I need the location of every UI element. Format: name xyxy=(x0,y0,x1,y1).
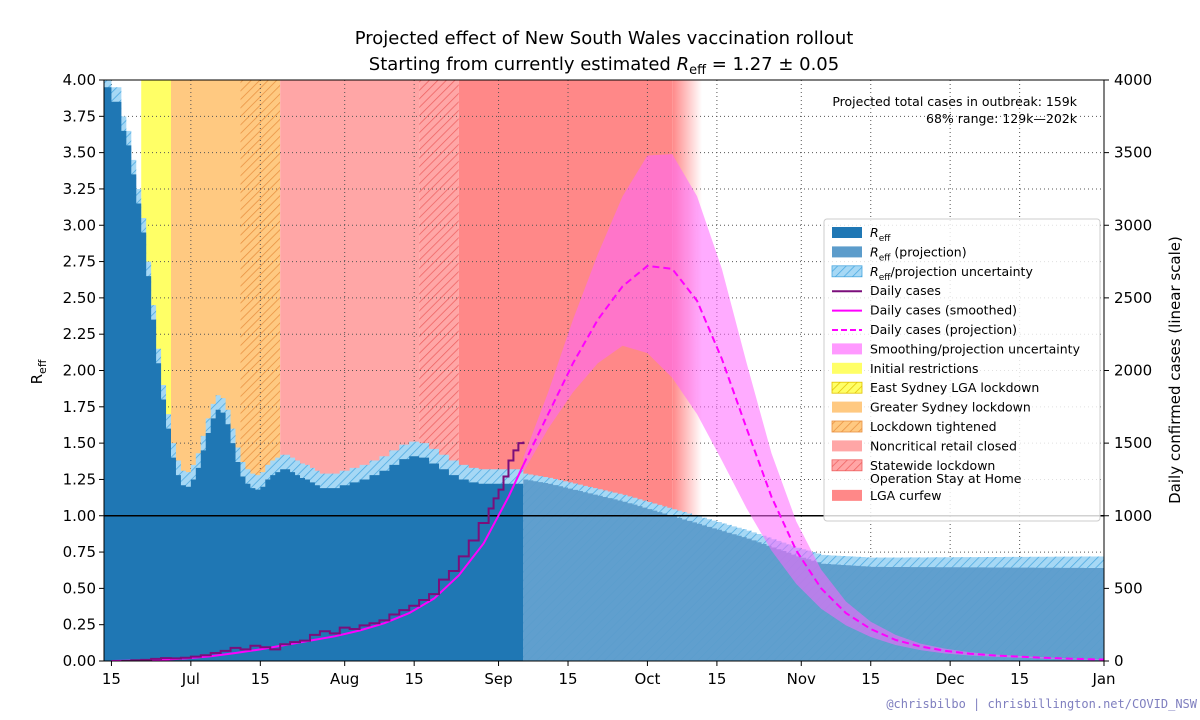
legend-swatch xyxy=(832,343,862,355)
right-tick-label: 2500 xyxy=(1114,289,1152,307)
reff-history-area xyxy=(104,87,524,661)
x-tick-label: 15 xyxy=(558,670,577,688)
left-tick-label: 3.75 xyxy=(63,107,96,125)
right-tick-label: 1000 xyxy=(1114,507,1152,525)
left-tick-label: 3.50 xyxy=(63,144,96,162)
left-tick-label: 2.50 xyxy=(63,289,96,307)
legend-item-label: Statewide lockdown xyxy=(870,458,995,473)
legend-swatch xyxy=(832,401,862,413)
right-tick-label: 3000 xyxy=(1114,216,1152,234)
legend-swatch xyxy=(832,362,862,374)
legend-item-label: Daily cases (smoothed) xyxy=(870,303,1017,318)
x-tick-label: 15 xyxy=(251,670,270,688)
legend-item-label: Initial restrictions xyxy=(870,361,978,376)
legend-box xyxy=(823,218,1101,522)
legend-swatch xyxy=(832,227,862,238)
x-tick-label: 15 xyxy=(861,670,880,688)
left-tick-label: 0.50 xyxy=(63,579,96,597)
legend-item-label: Daily cases (projection) xyxy=(870,322,1017,337)
left-tick-label: 0.75 xyxy=(63,543,96,561)
x-tick-label: Nov xyxy=(787,670,816,688)
legend-item-label: LGA curfew xyxy=(870,488,941,503)
cases-projection-uncertainty-band xyxy=(523,154,1104,660)
x-tick-label: Sep xyxy=(484,670,512,688)
right-axis-label: Daily confirmed cases (linear scale) xyxy=(1166,236,1184,504)
legend-swatch xyxy=(831,420,863,433)
x-tick-label: 15 xyxy=(405,670,424,688)
legend-item-label: Lockdown tightened xyxy=(870,419,997,434)
chart-title-line2: Starting from currently estimated Reff =… xyxy=(369,54,839,78)
legend-item-label: Reff xyxy=(870,225,891,244)
left-axis-label: Reff xyxy=(28,359,49,384)
left-tick-label: 3.25 xyxy=(63,180,96,198)
left-tick-label: 1.00 xyxy=(63,507,96,525)
left-tick-label: 0.25 xyxy=(63,616,96,634)
right-tick-label: 1500 xyxy=(1114,434,1152,452)
legend-swatch xyxy=(832,440,862,452)
legend-swatch xyxy=(832,246,862,258)
x-tick-label: Dec xyxy=(936,670,965,688)
legend-swatch xyxy=(832,489,862,501)
left-tick-label: 4.00 xyxy=(63,71,96,89)
total-cases-annotation: Projected total cases in outbreak: 159k xyxy=(832,94,1077,109)
legend-swatch xyxy=(831,381,863,394)
left-tick-label: 1.25 xyxy=(63,470,96,488)
chart-title-line1: Projected effect of New South Wales vacc… xyxy=(355,28,854,49)
right-tick-label: 3500 xyxy=(1114,144,1152,162)
x-tick-label: Jul xyxy=(181,670,200,688)
left-axis: 0.00 0.25 0.50 0.75 1.00 1.25 1.50 1.75 2.00 2.25… xyxy=(63,71,104,670)
left-tick-label: 2.25 xyxy=(63,325,96,343)
right-tick-label: 4000 xyxy=(1114,71,1152,89)
legend-item-label: Daily cases xyxy=(870,283,941,298)
credit-text: @chrisbilbo | chrisbillington.net/COVID_… xyxy=(886,697,1197,711)
daily-cases-line xyxy=(121,441,525,661)
right-tick-label: 0 xyxy=(1114,652,1124,670)
legend-item-label: East Sydney LGA lockdown xyxy=(870,380,1039,395)
legend-item-label: Reff/projection uncertainty xyxy=(870,264,1033,283)
cases-projection-line xyxy=(522,264,1104,661)
range-annotation: 68% range: 129k—202k xyxy=(926,111,1078,126)
x-tick-label: 15 xyxy=(707,670,726,688)
legend-item-label: Smoothing/projection uncertainty xyxy=(870,341,1081,356)
right-tick-label: 500 xyxy=(1114,579,1143,597)
legend-item-label: Noncritical retail closed xyxy=(870,438,1017,453)
right-tick-label: 2000 xyxy=(1114,362,1152,380)
left-tick-label: 1.75 xyxy=(63,398,96,416)
legend-swatch xyxy=(831,265,863,278)
left-tick-label: 2.00 xyxy=(63,362,96,380)
left-tick-label: 3.00 xyxy=(63,216,96,234)
left-tick-label: 2.75 xyxy=(63,253,96,271)
left-tick-label: 0.00 xyxy=(63,652,96,670)
right-axis: 0 500 1000 1500 2000 2500 3000 3500 4000 xyxy=(1104,71,1152,670)
x-tick-label: Oct xyxy=(634,670,660,688)
legend-item-label: Reff (projection) xyxy=(870,244,967,263)
x-tick-label: Jan xyxy=(1091,670,1115,688)
x-tick-label: Aug xyxy=(330,670,359,688)
x-axis: 15 Jul 15 Aug 15 Sep 15 Oct 15 Nov 15 Dec 15 Jan xyxy=(102,661,1116,688)
x-tick-label: 15 xyxy=(1010,670,1029,688)
legend-swatch xyxy=(831,459,863,472)
left-tick-label: 1.50 xyxy=(63,434,96,452)
cases-series xyxy=(111,154,1104,661)
legend-item-label: Greater Sydney lockdown xyxy=(870,400,1031,415)
x-tick-label: 15 xyxy=(102,670,121,688)
legend-item-label: Operation Stay at Home xyxy=(870,471,1022,486)
